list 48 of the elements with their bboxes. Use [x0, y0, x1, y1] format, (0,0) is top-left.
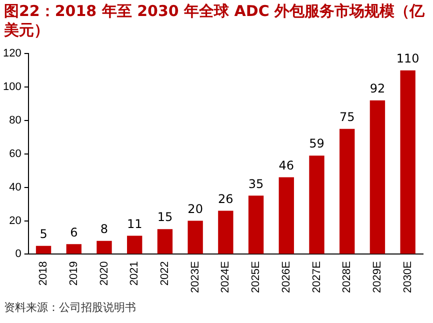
data-label: 5 [40, 226, 48, 241]
bar [66, 244, 82, 254]
y-tick-label: 120 [2, 48, 22, 60]
bar [157, 229, 173, 254]
bar [370, 100, 386, 254]
data-label: 75 [339, 110, 355, 124]
x-tick-label: 2026E [280, 261, 292, 294]
bar [278, 177, 294, 254]
data-label: 11 [126, 216, 142, 231]
bar [218, 210, 234, 254]
data-label: 59 [309, 136, 324, 151]
x-tick-label: 2020 [98, 261, 110, 286]
x-tick-label: 2023E [189, 261, 202, 294]
bar [96, 240, 112, 254]
bar [36, 246, 52, 254]
y-tick-label: 0 [15, 248, 22, 260]
text: 资料来源：公司招股说明书 [4, 300, 136, 315]
x-tick-label: 2019 [68, 261, 80, 286]
y-tick-label: 60 [9, 148, 22, 160]
x-tick-label: 2021 [128, 261, 141, 286]
y-tick-label: 100 [2, 81, 22, 94]
bar [309, 156, 324, 254]
chart-title: 图22：2018 年至 2030 年全球 ADC 外包服务市场规模（亿美元） [4, 2, 426, 40]
data-label: 46 [278, 158, 294, 172]
x-tick-label: 2018 [38, 261, 50, 286]
data-label: 20 [188, 202, 203, 216]
bar [248, 196, 264, 254]
x-tick-label: 2022 [158, 261, 171, 286]
data-label: 8 [100, 222, 108, 236]
data-label: 110 [396, 51, 420, 66]
x-tick-label: 2025E [250, 261, 262, 294]
x-tick-label: 2029E [371, 261, 384, 294]
bar [400, 70, 416, 254]
x-tick-label: 2027E [310, 261, 323, 294]
y-tick-label: 40 [9, 181, 22, 194]
x-tick-label: 2024E [220, 261, 232, 294]
data-label: 6 [70, 225, 78, 240]
data-label: 35 [248, 176, 264, 191]
data-label: 92 [370, 82, 386, 96]
y-tick-label: 80 [9, 114, 22, 126]
bar [127, 236, 142, 254]
bar [340, 128, 355, 254]
data-label: 26 [218, 192, 234, 206]
bar [188, 220, 203, 254]
x-tick-label: 2028E [341, 261, 354, 294]
x-tick-label: 2030E [402, 261, 414, 294]
y-tick-label: 20 [9, 214, 22, 227]
data-label: 15 [157, 210, 173, 224]
